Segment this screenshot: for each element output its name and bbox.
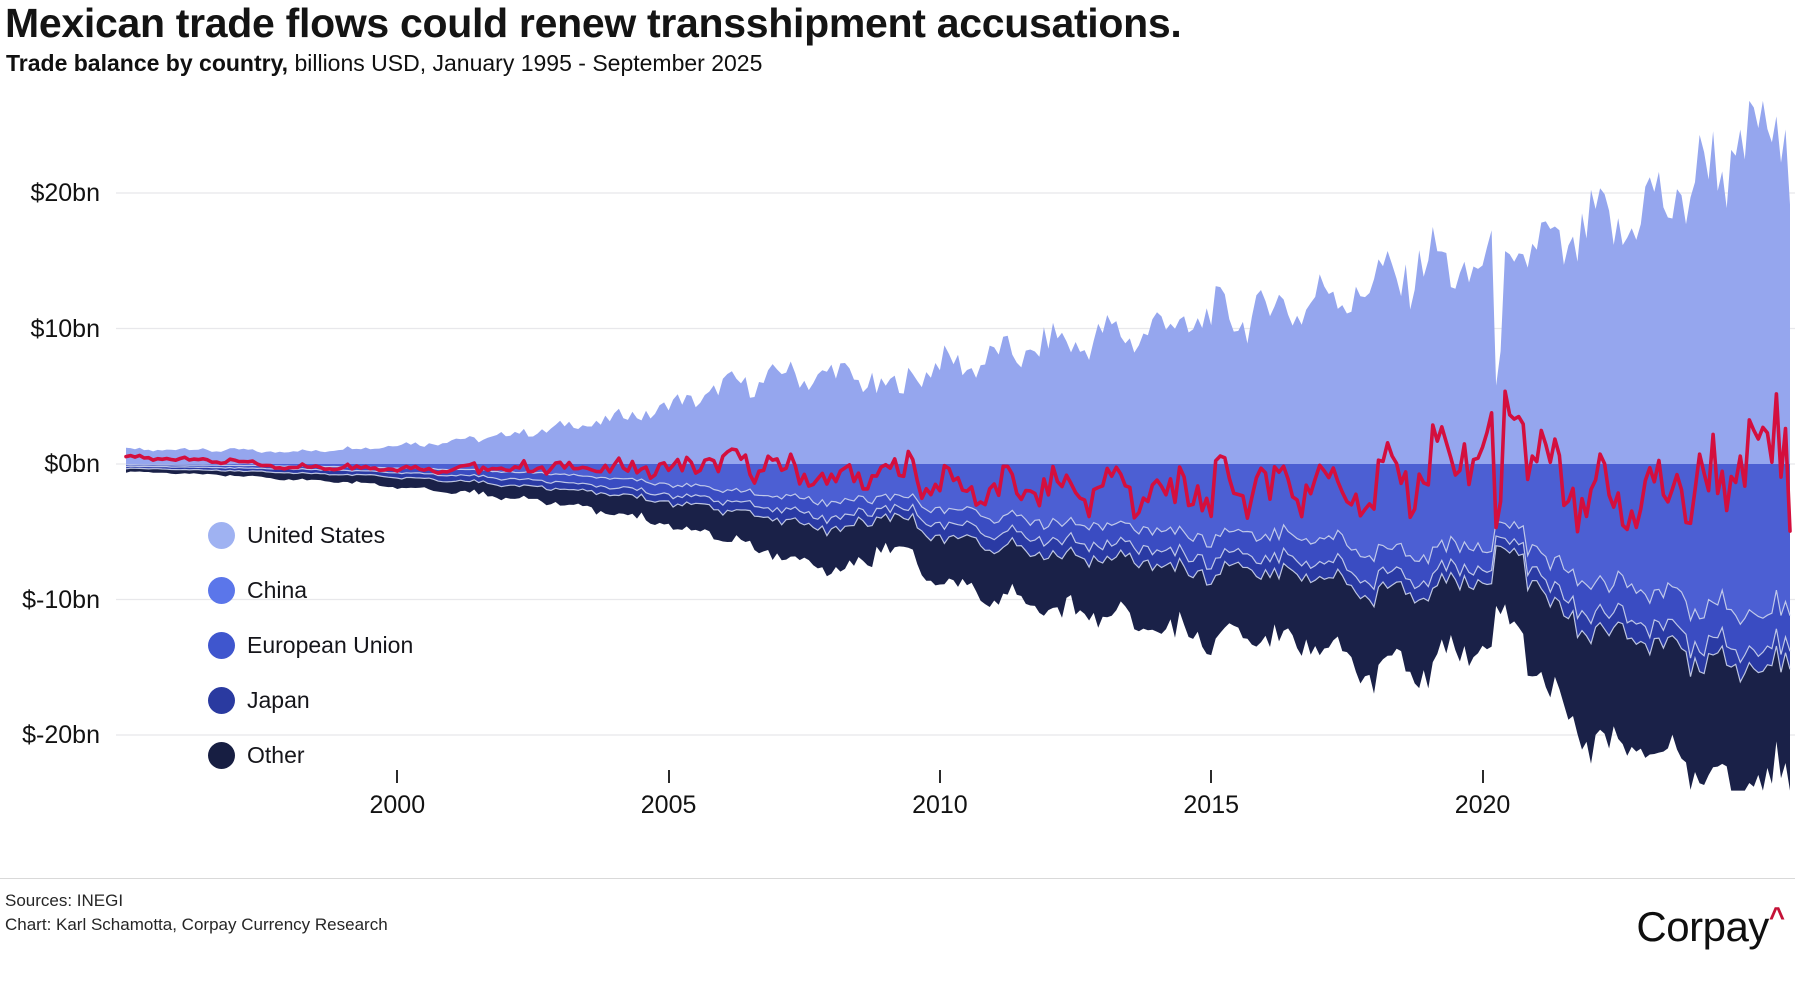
layer-separator-2 <box>125 467 1791 684</box>
credit-text: Chart: Karl Schamotta, Corpay Currency R… <box>5 915 388 934</box>
corpay-caret-icon: ^ <box>1768 901 1785 933</box>
legend-label-european-union: European Union <box>247 632 414 658</box>
legend-swatch-european-union-icon <box>208 632 235 659</box>
x-tick-mark-2015 <box>1210 770 1213 783</box>
area-japan <box>126 466 1790 682</box>
area-other <box>126 468 1790 791</box>
y-axis-label-20bn: $20bn <box>30 179 100 207</box>
y-axis-label-m20bn: $-20bn <box>22 721 100 749</box>
x-tick-mark-2005 <box>667 770 670 783</box>
x-tick-mark-2010 <box>938 770 941 783</box>
legend-swatch-china-icon <box>208 577 235 604</box>
footer-divider <box>0 878 1795 879</box>
corpay-logo-text: Corpay <box>1636 903 1769 950</box>
x-axis-label-2010: 2010 <box>912 791 968 819</box>
trade-balance-line <box>124 389 1792 534</box>
subtitle-bold: Trade balance by country, <box>6 50 289 76</box>
chart-subtitle: Trade balance by country, billions USD, … <box>6 50 762 77</box>
area-united-states <box>126 100 1790 465</box>
y-axis-label-0bn: $0bn <box>44 450 100 478</box>
corpay-logo: Corpay^ <box>1636 901 1785 951</box>
legend-swatch-other-icon <box>208 742 235 769</box>
x-axis-label-2015: 2015 <box>1183 791 1240 819</box>
x-axis-label-2005: 2005 <box>640 791 697 819</box>
x-tick-mark-2020 <box>1481 770 1484 783</box>
area-european-union <box>126 464 1790 663</box>
legend-label-china: China <box>247 577 308 603</box>
sources-text: Sources: INEGI <box>5 891 124 910</box>
x-axis-label-2020: 2020 <box>1454 791 1511 819</box>
x-tick-mark-2000 <box>396 770 399 783</box>
y-axis-label-10bn: $10bn <box>30 314 100 343</box>
x-axis-label-2000: 2000 <box>369 791 426 819</box>
subtitle-rest: billions USD, January 1995 - September 2… <box>288 50 763 76</box>
legend-swatch-japan-icon <box>208 687 235 714</box>
layer-separator-1 <box>125 465 1791 664</box>
legend-swatch-united-states-icon <box>208 522 235 549</box>
legend-label-united-states: United States <box>247 522 386 548</box>
page-title: Mexican trade flows could renew transshi… <box>5 0 1182 46</box>
legend-label-other: Other <box>247 742 305 768</box>
legend-label-japan: Japan <box>247 687 310 713</box>
y-axis-label-m10bn: $-10bn <box>22 585 100 614</box>
